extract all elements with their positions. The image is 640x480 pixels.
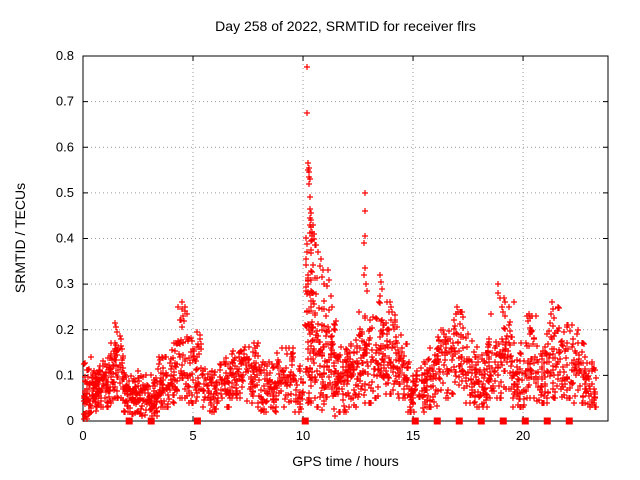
zero-flag-marker	[455, 417, 463, 425]
x-tick-label: 5	[189, 428, 196, 443]
zero-flag-marker	[499, 417, 507, 425]
x-tick-label: 20	[516, 428, 530, 443]
y-tick-label: 0.8	[56, 48, 74, 63]
zero-flag-marker	[521, 417, 529, 425]
zero-flag-marker	[193, 417, 201, 425]
x-tick-label: 10	[296, 428, 310, 443]
chart-title: Day 258 of 2022, SRMTID for receiver flr…	[215, 18, 476, 34]
y-tick-label: 0.1	[56, 367, 74, 382]
zero-flag-marker	[565, 417, 573, 425]
y-tick-label: 0.5	[56, 185, 74, 200]
y-tick-label: 0.6	[56, 139, 74, 154]
zero-flag-marker	[147, 417, 155, 425]
x-tick-label: 0	[79, 428, 86, 443]
y-tick-label: 0.2	[56, 322, 74, 337]
zero-flag-marker	[411, 417, 419, 425]
zero-flag-marker	[125, 417, 133, 425]
y-tick-label: 0.3	[56, 276, 74, 291]
scatter-points	[81, 64, 599, 422]
x-axis-label: GPS time / hours	[292, 453, 399, 469]
y-tick-label: 0.4	[56, 231, 74, 246]
y-tick-label: 0.7	[56, 94, 74, 109]
zero-flag-marker	[477, 417, 485, 425]
zero-flag-marker	[543, 417, 551, 425]
x-tick-label: 15	[406, 428, 420, 443]
zero-flag-marker	[433, 417, 441, 425]
zero-flag-marker	[301, 417, 309, 425]
y-tick-label: 0	[67, 413, 74, 428]
